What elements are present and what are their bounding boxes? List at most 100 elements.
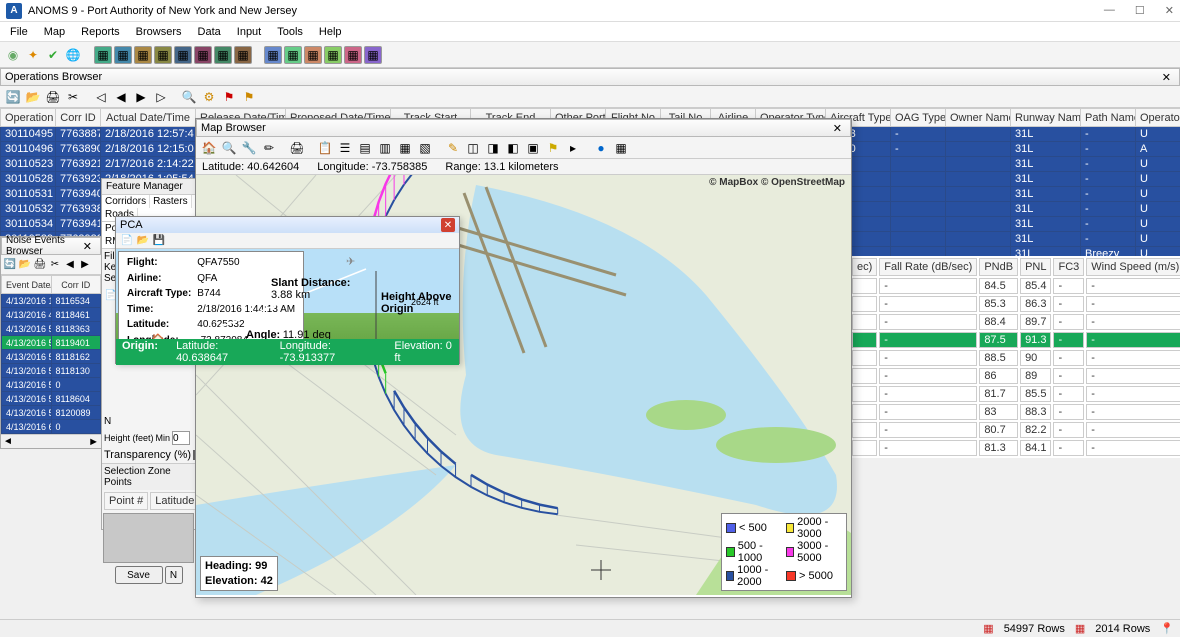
map-tb-pen[interactable]: ✎ — [444, 139, 462, 157]
right-grid[interactable]: ec)Fall Rate (dB/sec)PNdBPNLFC3Wind Spee… — [850, 256, 1180, 458]
tb-btn-5[interactable]: ▦ — [94, 46, 112, 64]
ops-tb-filter3[interactable]: ⚑ — [220, 88, 238, 106]
right-row[interactable]: -8388.3--- — [852, 404, 1180, 420]
tb-btn-8[interactable]: ▦ — [154, 46, 172, 64]
tb-btn-9[interactable]: ▦ — [174, 46, 192, 64]
next-button[interactable]: N — [165, 566, 183, 584]
save-button[interactable]: Save — [115, 566, 163, 584]
map-tb-layer[interactable]: ☰ — [336, 139, 354, 157]
right-row[interactable]: -81.785.5--- — [852, 386, 1180, 402]
ops-tb-filter1[interactable]: 🔍 — [180, 88, 198, 106]
map-tb-edit[interactable]: ✏ — [260, 139, 278, 157]
noise-tb-6[interactable]: ▶ — [78, 258, 92, 272]
noise-grid[interactable]: Event Date/TimeCorr ID4/13/2016 1:48:381… — [1, 275, 101, 434]
map-tb-j[interactable]: ● — [592, 139, 610, 157]
noise-tb-3[interactable]: 🖨 — [33, 258, 47, 272]
noise-tb-2[interactable]: 📂 — [18, 258, 32, 272]
tb-btn-11[interactable]: ▦ — [214, 46, 232, 64]
ops-col-15[interactable]: Runway Name — [1011, 109, 1081, 127]
fm-tab-corridors[interactable]: Corridors — [102, 195, 150, 208]
tb-btn-1[interactable]: ◉ — [4, 46, 22, 64]
tb-btn-7[interactable]: ▦ — [134, 46, 152, 64]
pca-close-button[interactable]: ✕ — [441, 218, 455, 232]
map-tb-c[interactable]: ▦ — [396, 139, 414, 157]
menu-input[interactable]: Input — [231, 24, 267, 40]
map-tb-print[interactable]: 🖨 — [288, 139, 306, 157]
map-tb-h[interactable]: ▣ — [524, 139, 542, 157]
noise-tb-4[interactable]: ✂ — [48, 258, 62, 272]
ops-tb-play[interactable]: ▶ — [132, 88, 150, 106]
tb-btn-4[interactable]: 🌐 — [64, 46, 82, 64]
map-tb-i[interactable]: ▸ — [564, 139, 582, 157]
map-tb-copy[interactable]: 📋 — [316, 139, 334, 157]
ops-tb-filter2[interactable]: ⚙ — [200, 88, 218, 106]
right-row[interactable]: -80.782.2--- — [852, 422, 1180, 438]
close-button[interactable]: ✕ — [1165, 4, 1174, 17]
menu-file[interactable]: File — [4, 24, 34, 40]
right-row[interactable]: -87.591.3--- — [852, 332, 1180, 348]
right-row[interactable]: -88.590--- — [852, 350, 1180, 366]
map-tb-d[interactable]: ▧ — [416, 139, 434, 157]
noise-row[interactable]: 4/13/2016 5:15:38118363 — [2, 322, 101, 336]
ops-col-1[interactable]: Corr ID — [56, 109, 101, 127]
ops-tb-cut[interactable]: ✂ — [64, 88, 82, 106]
map-tb-tool[interactable]: 🔧 — [240, 139, 258, 157]
tb-btn-2[interactable]: ✦ — [24, 46, 42, 64]
status-pin-icon[interactable]: 📍 — [1160, 622, 1174, 635]
noise-close-button[interactable]: ✕ — [79, 240, 96, 253]
right-row[interactable]: -85.386.3--- — [852, 296, 1180, 312]
tb-btn-3[interactable]: ✔ — [44, 46, 62, 64]
map-tb-e[interactable]: ◫ — [464, 139, 482, 157]
ops-col-2[interactable]: Actual Date/Time — [101, 109, 196, 127]
map-browser-header[interactable]: Map Browser ✕ — [196, 119, 851, 137]
maximize-button[interactable]: ☐ — [1135, 4, 1145, 17]
noise-row[interactable]: 4/13/2016 5:34:18118162 — [2, 350, 101, 364]
noise-row[interactable]: 4/13/2016 5:17:38119401 — [2, 336, 101, 350]
map-tb-k[interactable]: ▦ — [612, 139, 630, 157]
noise-row[interactable]: 4/13/2016 6:07:20 — [2, 420, 101, 434]
right-row[interactable]: -88.489.7--- — [852, 314, 1180, 330]
map-tb-b[interactable]: ▥ — [376, 139, 394, 157]
noise-tb-5[interactable]: ◀ — [63, 258, 77, 272]
ops-tb-open[interactable]: 📂 — [24, 88, 42, 106]
map-tb-a[interactable]: ▤ — [356, 139, 374, 157]
ops-tb-print[interactable]: 🖨 — [44, 88, 62, 106]
pca-header[interactable]: PCA ✕ — [116, 217, 459, 233]
map-tb-f[interactable]: ◨ — [484, 139, 502, 157]
noise-row[interactable]: 4/13/2016 4:58:58118461 — [2, 308, 101, 322]
pca-tb-3[interactable]: 💾 — [152, 234, 166, 248]
ops-col-17[interactable]: Operator Categ. — [1136, 109, 1180, 127]
tb-btn-13[interactable]: ▦ — [264, 46, 282, 64]
ops-col-0[interactable]: Operation No — [1, 109, 56, 127]
ops-close-button[interactable]: ✕ — [1158, 71, 1175, 84]
menu-tools[interactable]: Tools — [271, 24, 309, 40]
fm-tab-rasters[interactable]: Rasters — [150, 195, 191, 208]
minimize-button[interactable]: — — [1104, 4, 1115, 17]
menu-help[interactable]: Help — [313, 24, 348, 40]
noise-row[interactable]: 4/13/2016 1:48:38116534 — [2, 294, 101, 308]
right-row[interactable]: -8689--- — [852, 368, 1180, 384]
map-tb-home[interactable]: 🏠 — [200, 139, 218, 157]
right-row[interactable]: -84.585.4--- — [852, 278, 1180, 294]
noise-row[interactable]: 4/13/2016 5:57:08120089 — [2, 406, 101, 420]
noise-row[interactable]: 4/13/2016 5:44:08118604 — [2, 392, 101, 406]
menu-map[interactable]: Map — [38, 24, 71, 40]
noise-row[interactable]: 4/13/2016 5:43:00 — [2, 378, 101, 392]
map-tb-search[interactable]: 🔍 — [220, 139, 238, 157]
ops-tb-refresh[interactable]: 🔄 — [4, 88, 22, 106]
pca-tb-1[interactable]: 📄 — [120, 234, 134, 248]
ops-tb-last[interactable]: ▷ — [152, 88, 170, 106]
menu-browsers[interactable]: Browsers — [130, 24, 188, 40]
menu-data[interactable]: Data — [192, 24, 227, 40]
ops-tb-first[interactable]: ◁ — [92, 88, 110, 106]
tb-btn-6[interactable]: ▦ — [114, 46, 132, 64]
map-tb-flag[interactable]: ⚑ — [544, 139, 562, 157]
menu-reports[interactable]: Reports — [75, 24, 126, 40]
ops-tb-back[interactable]: ◀ — [112, 88, 130, 106]
ops-tb-filter4[interactable]: ⚑ — [240, 88, 258, 106]
tb-btn-17[interactable]: ▦ — [344, 46, 362, 64]
map-tb-g[interactable]: ◧ — [504, 139, 522, 157]
noise-tb-1[interactable]: 🔄 — [3, 258, 17, 272]
tb-btn-10[interactable]: ▦ — [194, 46, 212, 64]
right-row[interactable]: -81.384.1--- — [852, 440, 1180, 456]
